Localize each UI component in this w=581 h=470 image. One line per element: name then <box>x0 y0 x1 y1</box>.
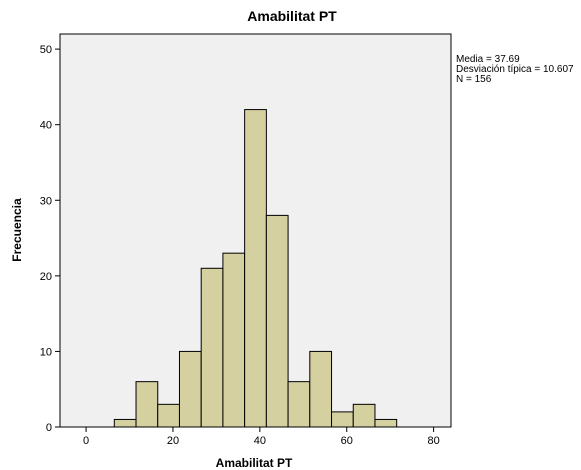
histogram-bar-3 <box>157 403 180 428</box>
y-axis-label: Frecuencia <box>10 198 24 262</box>
chart-title: Amabilitat PT <box>247 8 337 24</box>
x-axis-label: Amabilitat PT <box>216 456 293 470</box>
histogram-bar-4 <box>178 350 202 428</box>
stat-mean: Media = 37.69 <box>456 54 520 65</box>
x-tick-label-1: 20 <box>167 435 179 447</box>
histogram-bar-8 <box>265 214 289 428</box>
histogram-bar-5 <box>200 267 224 428</box>
y-tick-label-5: 50 <box>40 44 52 56</box>
x-axis: 0 20 40 60 80 <box>83 427 440 447</box>
histogram-bar-7 <box>244 109 267 428</box>
y-tick-label-4: 40 <box>40 120 52 132</box>
histogram-bar-9 <box>287 381 311 428</box>
histogram-bar-1 <box>113 418 137 428</box>
y-axis: 0 10 20 30 40 50 <box>40 44 60 434</box>
bars-layer <box>113 109 398 428</box>
histogram-bar-10 <box>309 350 333 428</box>
x-tick-label-4: 80 <box>427 435 439 447</box>
y-tick-label-3: 30 <box>40 195 52 207</box>
y-tick-label-2: 20 <box>40 271 52 283</box>
stat-n: N = 156 <box>456 74 492 85</box>
x-tick-label-2: 40 <box>254 435 266 447</box>
x-tick-label-0: 0 <box>83 435 89 447</box>
histogram-bar-13 <box>374 418 398 428</box>
histogram-bar-6 <box>222 252 246 428</box>
y-tick-label-0: 0 <box>46 422 52 434</box>
x-tick-label-3: 60 <box>341 435 353 447</box>
y-tick-label-1: 10 <box>40 346 52 358</box>
stat-std-dev: Desviación típica = 10.607 <box>456 64 574 75</box>
histogram-bar-11 <box>331 411 354 428</box>
histogram-bar-2 <box>135 381 159 428</box>
stats-box: Media = 37.69 Desviación típica = 10.607… <box>456 54 574 85</box>
histogram-bar-12 <box>352 403 376 428</box>
